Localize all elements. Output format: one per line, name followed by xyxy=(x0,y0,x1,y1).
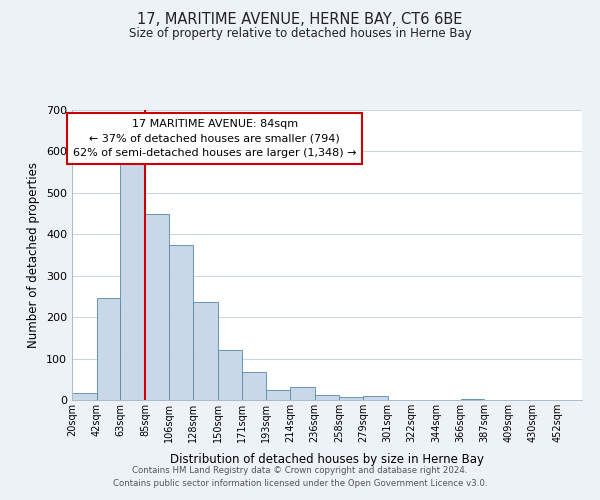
Text: Size of property relative to detached houses in Herne Bay: Size of property relative to detached ho… xyxy=(128,28,472,40)
Y-axis label: Number of detached properties: Number of detached properties xyxy=(28,162,40,348)
Text: Contains HM Land Registry data © Crown copyright and database right 2024.
Contai: Contains HM Land Registry data © Crown c… xyxy=(113,466,487,487)
Bar xyxy=(193,302,218,400)
Bar xyxy=(340,396,363,400)
Bar xyxy=(461,399,484,400)
Bar xyxy=(314,394,340,400)
Bar xyxy=(145,214,169,400)
Bar xyxy=(242,372,266,400)
Text: 17 MARITIME AVENUE: 84sqm
← 37% of detached houses are smaller (794)
62% of semi: 17 MARITIME AVENUE: 84sqm ← 37% of detac… xyxy=(73,118,356,158)
Bar xyxy=(290,387,314,400)
Bar xyxy=(169,245,193,400)
Text: 17, MARITIME AVENUE, HERNE BAY, CT6 6BE: 17, MARITIME AVENUE, HERNE BAY, CT6 6BE xyxy=(137,12,463,28)
Bar xyxy=(363,396,388,400)
Bar xyxy=(97,298,121,400)
Bar xyxy=(218,350,242,400)
Bar xyxy=(121,158,145,400)
Bar xyxy=(266,390,290,400)
X-axis label: Distribution of detached houses by size in Herne Bay: Distribution of detached houses by size … xyxy=(170,454,484,466)
Bar xyxy=(72,393,97,400)
